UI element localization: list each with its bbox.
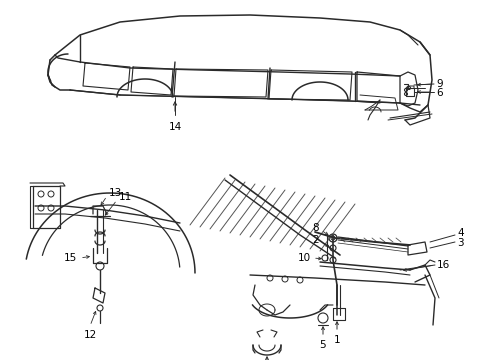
Text: 11: 11 xyxy=(119,192,132,202)
Text: 15: 15 xyxy=(63,253,77,263)
Text: 16: 16 xyxy=(436,260,449,270)
Text: 13: 13 xyxy=(109,188,122,198)
Text: 6: 6 xyxy=(435,88,442,98)
Text: 1: 1 xyxy=(333,335,340,345)
Text: 10: 10 xyxy=(297,253,310,263)
Text: 14: 14 xyxy=(168,122,181,132)
Text: 2: 2 xyxy=(312,235,318,245)
Text: 5: 5 xyxy=(319,340,325,350)
Text: 8: 8 xyxy=(312,223,318,233)
Text: 12: 12 xyxy=(83,330,97,340)
Text: 9: 9 xyxy=(435,79,442,89)
Text: 3: 3 xyxy=(456,238,463,248)
Text: 4: 4 xyxy=(456,228,463,238)
